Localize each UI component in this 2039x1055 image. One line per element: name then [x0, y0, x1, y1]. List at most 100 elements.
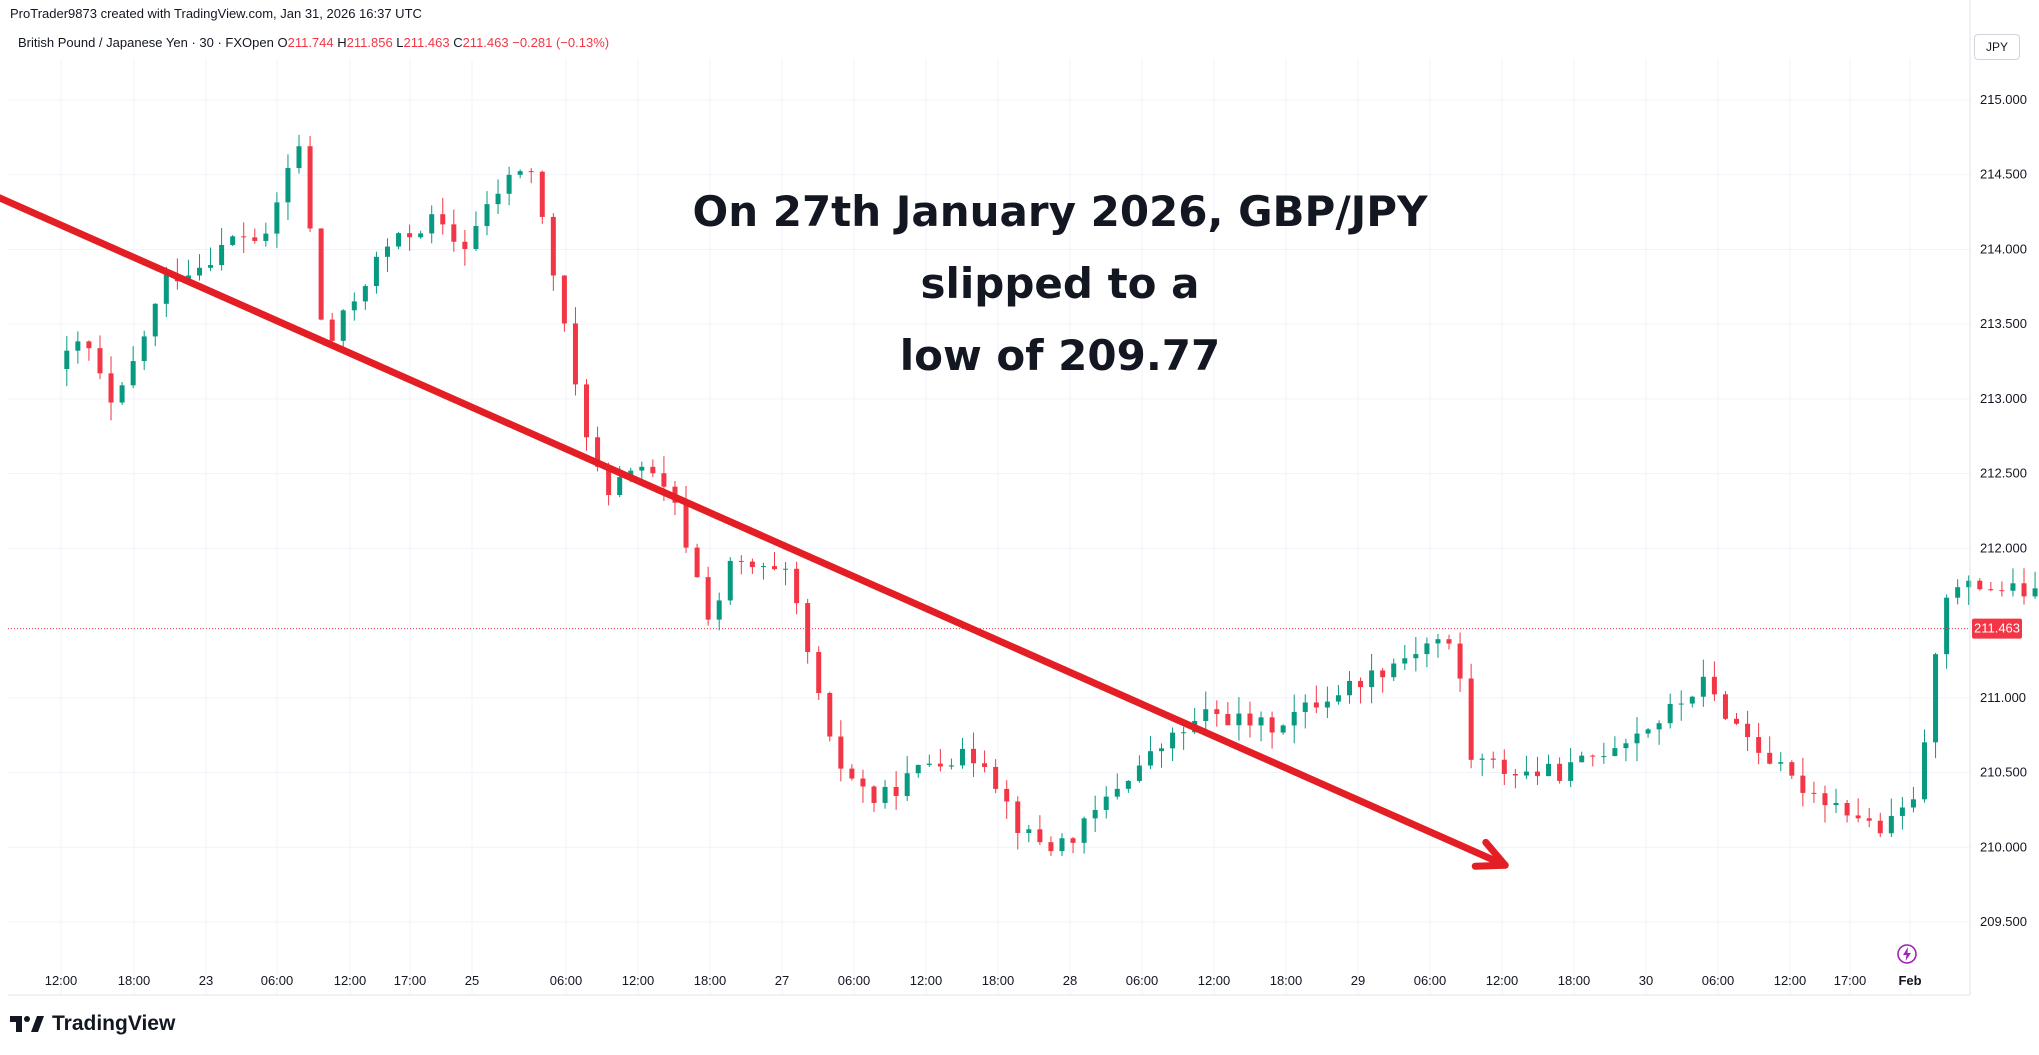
brand-name: TradingView	[52, 1012, 176, 1035]
candle-body	[1977, 580, 1983, 590]
tradingview-logo-icon	[10, 1016, 44, 1032]
time-tick-label: 18:00	[1270, 973, 1303, 988]
candle-body	[141, 336, 147, 362]
candle-body	[517, 171, 523, 175]
price-tick-label: 211.000	[1980, 690, 2026, 705]
candle-body	[738, 560, 744, 562]
candle-body	[429, 214, 435, 234]
price-tick-label: 209.500	[1980, 914, 2027, 929]
candle-body	[1933, 654, 1939, 743]
candle-body	[694, 547, 700, 578]
price-tick-label: 212.000	[1980, 540, 2027, 555]
candle-body	[915, 764, 921, 774]
candle-body	[1623, 743, 1629, 749]
time-tick-label: 18:00	[118, 973, 151, 988]
candle-body	[1789, 762, 1795, 776]
candle-body	[1601, 756, 1607, 758]
candle-body	[1136, 765, 1142, 781]
candle-body	[1944, 597, 1950, 655]
candle-body	[584, 384, 590, 438]
candle-body	[1457, 643, 1463, 679]
candle-body	[252, 237, 258, 241]
candle-body	[1159, 748, 1165, 752]
candle-body	[683, 502, 689, 548]
candle-body	[1667, 703, 1673, 724]
time-tick-label: 06:00	[550, 973, 583, 988]
candle-body	[1380, 670, 1386, 678]
candle-body	[196, 267, 202, 276]
candle-body	[163, 274, 169, 304]
candle-body	[1557, 763, 1563, 781]
candle-body	[1181, 732, 1187, 734]
high-label: H	[337, 35, 347, 50]
candle-body	[1899, 807, 1905, 816]
candle-body	[849, 768, 855, 779]
candle-body	[1568, 762, 1574, 781]
candle-body	[760, 566, 766, 568]
candle-body	[1468, 678, 1474, 760]
candle-body	[561, 275, 567, 324]
candle-body	[1745, 723, 1751, 738]
candle-body	[307, 146, 313, 229]
candle-body	[1612, 748, 1618, 757]
candle-body	[1734, 718, 1740, 724]
candle-body	[1634, 733, 1640, 744]
candle-body	[1822, 793, 1828, 806]
candle-body	[926, 763, 932, 765]
candle-body	[971, 748, 977, 764]
lightning-icon[interactable]	[1896, 943, 1918, 965]
candle-body	[937, 763, 943, 767]
candle-body	[1888, 815, 1894, 834]
candle-body	[749, 561, 755, 568]
candle-body	[285, 168, 291, 203]
candle-body	[1280, 725, 1286, 733]
candle-body	[340, 310, 346, 341]
candle-body	[1269, 717, 1275, 733]
candle-body	[893, 786, 899, 797]
time-tick-label: 12:00	[45, 973, 78, 988]
candle-body	[1490, 758, 1496, 760]
candle-body	[2032, 588, 2038, 597]
candle-body	[2010, 583, 2016, 591]
candle-body	[1103, 796, 1109, 810]
candle-body	[1346, 680, 1352, 696]
candle-body	[2021, 583, 2027, 597]
candle-body	[650, 466, 656, 474]
close-value: 211.463	[462, 35, 509, 50]
candle-body	[661, 473, 667, 487]
candle-body	[805, 603, 811, 653]
candle-body	[982, 763, 988, 767]
time-tick-label: 27	[775, 973, 789, 988]
candle-body	[1800, 775, 1806, 793]
candle-body	[1214, 709, 1220, 714]
candle-body	[1778, 762, 1784, 764]
open-value: 211.744	[287, 35, 334, 50]
time-tick-label: 18:00	[1558, 973, 1591, 988]
candle-body	[1037, 829, 1043, 843]
candle-body	[1479, 758, 1485, 760]
currency-button[interactable]: JPY	[1974, 34, 2020, 60]
symbol-title[interactable]: British Pound / Japanese Yen · 30 · FXOp…	[18, 35, 274, 50]
candle-body	[617, 477, 623, 496]
candle-body	[1955, 587, 1961, 598]
tradingview-brand[interactable]: TradingView	[10, 1012, 175, 1036]
time-tick-label: 06:00	[1702, 973, 1735, 988]
time-tick-label: Feb	[1898, 973, 1921, 988]
candle-body	[384, 246, 390, 257]
candle-body	[1081, 818, 1087, 843]
candle-body	[1291, 711, 1297, 726]
candle-body	[783, 568, 789, 570]
annotation-line-1: On 27th January 2026, GBP/JPY slipped to…	[692, 187, 1428, 308]
price-tag-label: 211.463	[1974, 621, 2020, 636]
candle-body	[64, 350, 70, 370]
candle-body	[1767, 752, 1773, 764]
time-tick-label: 12:00	[1774, 973, 1807, 988]
time-tick-label: 30	[1639, 973, 1653, 988]
time-tick-label: 06:00	[1414, 973, 1447, 988]
price-tick-label: 213.000	[1980, 391, 2027, 406]
candle-body	[440, 214, 446, 225]
candle-body	[1999, 590, 2005, 592]
candle-body	[1534, 771, 1540, 777]
candle-body	[1048, 842, 1054, 852]
